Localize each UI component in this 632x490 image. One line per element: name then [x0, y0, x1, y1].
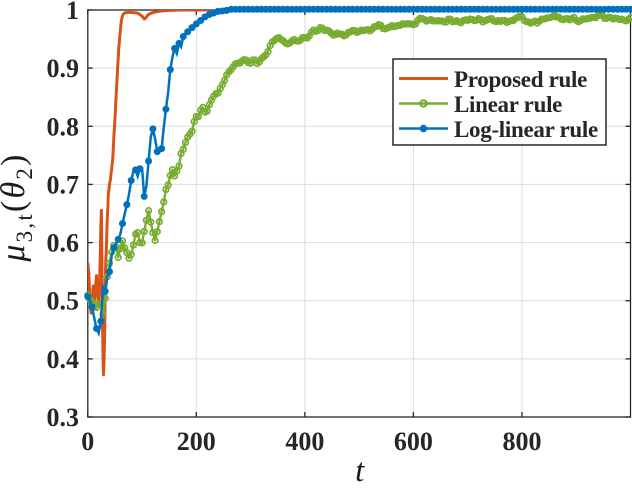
svg-text:Log-linear rule: Log-linear rule [454, 117, 598, 142]
svg-text:t: t [355, 453, 365, 485]
svg-text:0.7: 0.7 [47, 170, 80, 199]
svg-text:0.3: 0.3 [47, 403, 80, 432]
svg-text:200: 200 [177, 427, 216, 456]
svg-text:600: 600 [394, 427, 433, 456]
svg-text:0.8: 0.8 [47, 112, 80, 141]
svg-text:800: 800 [503, 427, 542, 456]
svg-text:1: 1 [66, 0, 79, 25]
svg-text:0: 0 [81, 427, 94, 456]
svg-text:0.6: 0.6 [47, 229, 80, 258]
svg-text:Linear rule: Linear rule [454, 92, 562, 117]
svg-text:μ3,t(θ2): μ3,t(θ2) [0, 152, 37, 262]
svg-text:Proposed rule: Proposed rule [454, 67, 587, 92]
svg-text:0.4: 0.4 [47, 345, 80, 374]
svg-text:0.5: 0.5 [47, 287, 80, 316]
svg-text:400: 400 [285, 427, 324, 456]
svg-text:0.9: 0.9 [47, 54, 80, 83]
